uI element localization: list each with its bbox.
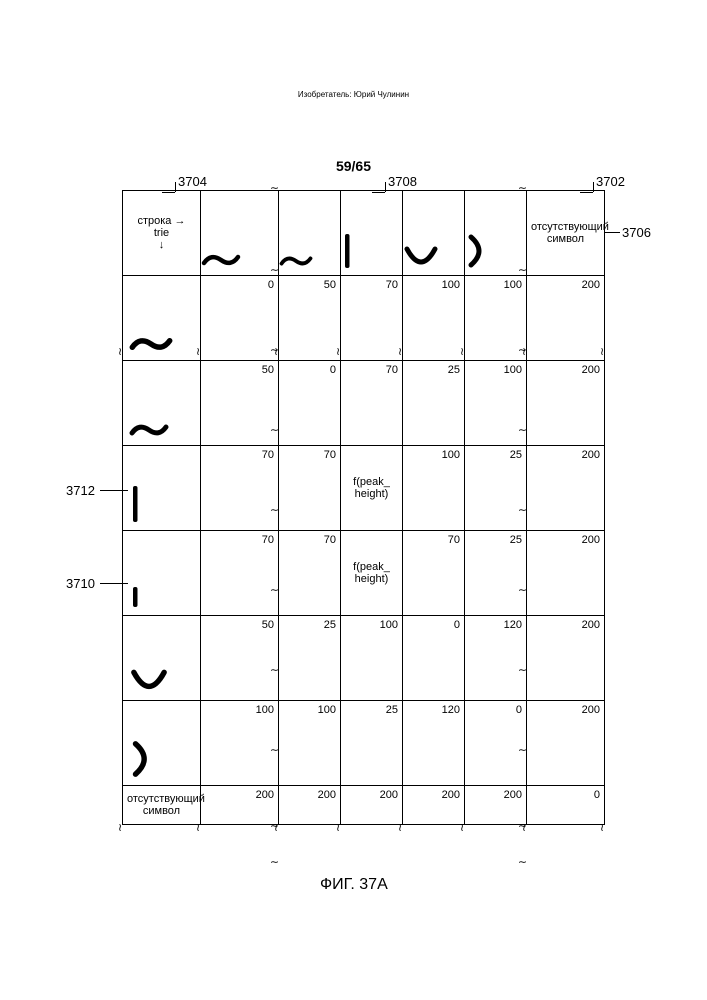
table-row: 0 50 70 100 100 200 [123, 276, 605, 361]
callout-3708: 3708 [388, 174, 417, 189]
cell: 70 [201, 531, 279, 616]
cell: 200 [465, 786, 527, 825]
cell: 50 [201, 616, 279, 701]
cell: 70 [279, 446, 341, 531]
hook-icon [465, 233, 526, 269]
cell: 200 [341, 786, 403, 825]
smile-icon [129, 668, 169, 694]
col-head-glyph-5 [465, 191, 527, 276]
row-head-missing: отсутствующий символ [123, 786, 201, 825]
cell: 200 [527, 701, 605, 786]
cell: 100 [201, 701, 279, 786]
bar-short-icon [129, 585, 141, 609]
cell: 100 [465, 361, 527, 446]
cell: 70 [279, 531, 341, 616]
cell: 25 [465, 446, 527, 531]
col-head-glyph-4 [403, 191, 465, 276]
row-head-glyph [123, 531, 201, 616]
cell: 0 [201, 276, 279, 361]
cell: 200 [527, 446, 605, 531]
callout-3704: 3704 [178, 174, 207, 189]
callout-3702: 3702 [596, 174, 625, 189]
table-row: 50 25 100 0 120 200 [123, 616, 605, 701]
table-row: 70 70 f(peak_ height) 70 25 200 [123, 531, 605, 616]
cell: 0 [403, 616, 465, 701]
tilde-icon [129, 334, 173, 354]
cell: 200 [201, 786, 279, 825]
figure-caption: ФИГ. 37A [320, 876, 388, 894]
cell: 70 [341, 361, 403, 446]
cell: f(peak_ height) [341, 531, 403, 616]
table-row-missing: отсутствующий символ 200 200 200 200 200… [123, 786, 605, 825]
cell: 25 [341, 701, 403, 786]
cell: 200 [527, 361, 605, 446]
row-head-glyph [123, 276, 201, 361]
cell: 120 [465, 616, 527, 701]
col-head-missing: отсутствующий символ [527, 191, 605, 276]
callout-3712: 3712 [66, 483, 95, 498]
col-head-glyph-3 [341, 191, 403, 276]
table-row: 100 100 25 120 0 200 [123, 701, 605, 786]
table-header-row: строка → trie ↓ отсутствующий символ [123, 191, 605, 276]
cell: 120 [403, 701, 465, 786]
cell: f(peak_ height) [341, 446, 403, 531]
cell: 0 [527, 786, 605, 825]
bar-icon [341, 233, 402, 269]
cell: 200 [403, 786, 465, 825]
distance-table: строка → trie ↓ отсутствующий символ [122, 190, 604, 825]
cell: 100 [279, 701, 341, 786]
inventor-line: Изобретатель: Юрий Чулинин [0, 90, 707, 99]
tilde-icon [279, 253, 340, 269]
row-head-glyph [123, 616, 201, 701]
row-head-glyph [123, 446, 201, 531]
cell: 200 [527, 616, 605, 701]
col-head-glyph-2 [279, 191, 341, 276]
cell: 0 [279, 361, 341, 446]
cell: 50 [279, 276, 341, 361]
col-head-glyph-1 [201, 191, 279, 276]
callout-3706: 3706 [622, 225, 651, 240]
table-row: 50 0 70 25 100 200 [123, 361, 605, 446]
row-head-glyph [123, 701, 201, 786]
cell: 200 [279, 786, 341, 825]
cell: 70 [201, 446, 279, 531]
cell: 25 [465, 531, 527, 616]
page-number: 59/65 [0, 158, 707, 174]
row-head-glyph [123, 361, 201, 446]
smile-icon [403, 245, 464, 269]
hook-icon [129, 739, 155, 779]
callout-3710: 3710 [66, 576, 95, 591]
cell: 200 [527, 276, 605, 361]
cell: 25 [403, 361, 465, 446]
cell: 70 [403, 531, 465, 616]
cell: 0 [465, 701, 527, 786]
bar-icon [129, 484, 141, 524]
cell: 100 [341, 616, 403, 701]
cell: 25 [279, 616, 341, 701]
cell: 100 [403, 276, 465, 361]
tilde-icon [129, 421, 169, 439]
cell: 70 [341, 276, 403, 361]
cell: 100 [403, 446, 465, 531]
table-row: 70 70 f(peak_ height) 100 25 200 [123, 446, 605, 531]
cell: 200 [527, 531, 605, 616]
tilde-icon [201, 251, 278, 269]
cell: 50 [201, 361, 279, 446]
row-col-header: строка → trie ↓ [123, 191, 201, 276]
